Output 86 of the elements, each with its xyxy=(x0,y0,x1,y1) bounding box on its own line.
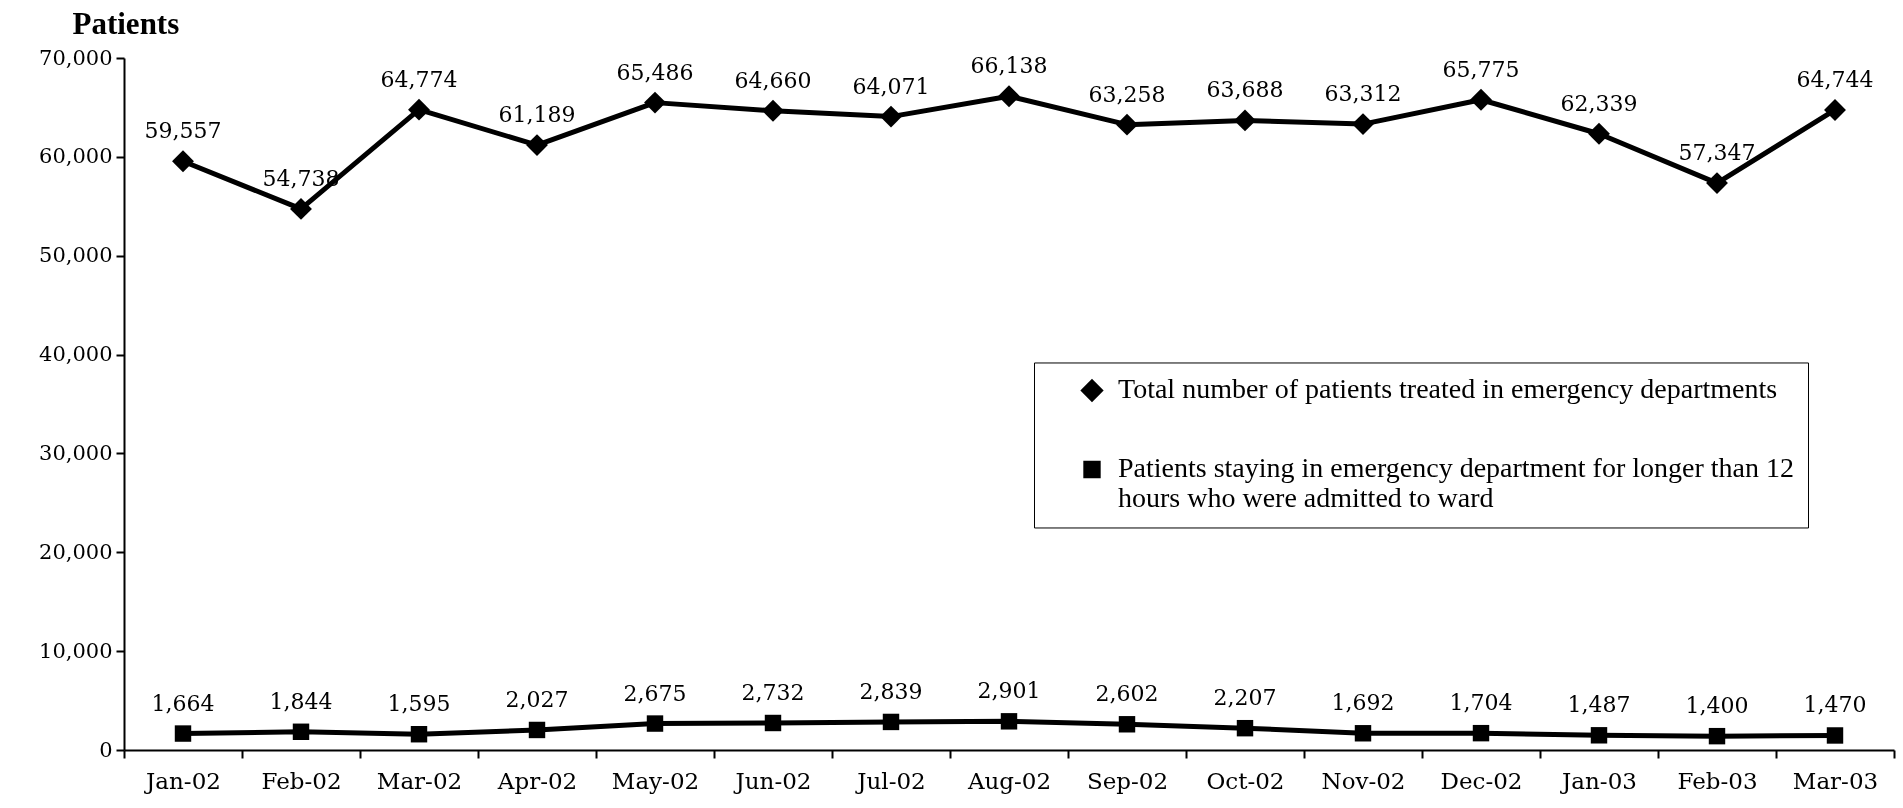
data-label: 62,339 xyxy=(1560,90,1638,116)
x-tick-label: Jan-03 xyxy=(1560,767,1637,794)
point xyxy=(1826,727,1844,744)
data-label: 2,602 xyxy=(1095,681,1159,707)
y-tick-label: 70,000 xyxy=(39,45,113,70)
point xyxy=(1470,88,1492,111)
data-label: 59,557 xyxy=(144,118,222,144)
data-label: 1,704 xyxy=(1449,690,1513,716)
point xyxy=(1708,727,1726,745)
data-label: 2,207 xyxy=(1213,685,1277,711)
x-tick-label: Jan-02 xyxy=(144,767,221,794)
data-label: 54,738 xyxy=(262,165,340,191)
point xyxy=(1706,172,1728,195)
point xyxy=(292,723,310,740)
data-label: 64,744 xyxy=(1796,66,1874,92)
x-tick-label: May-02 xyxy=(611,767,700,794)
data-label: 1,844 xyxy=(269,688,333,714)
point xyxy=(644,91,666,114)
point xyxy=(1234,109,1256,132)
data-label: 1,664 xyxy=(151,690,215,716)
y-tick-label: 40,000 xyxy=(39,342,113,367)
point xyxy=(172,150,194,173)
point xyxy=(1472,724,1490,742)
y-tick-label: 0 xyxy=(99,737,113,762)
point xyxy=(762,99,784,122)
x-tick-label: Feb-02 xyxy=(261,767,342,794)
data-label: 2,839 xyxy=(859,678,923,704)
y-axis-title: Patients xyxy=(72,5,180,41)
point xyxy=(410,726,428,743)
data-label: 1,595 xyxy=(387,691,451,717)
x-tick-label: Feb-03 xyxy=(1677,767,1758,794)
y-tick-label: 30,000 xyxy=(39,440,113,465)
point xyxy=(290,197,312,220)
data-label: 64,071 xyxy=(852,73,930,99)
data-label: 65,486 xyxy=(616,59,694,85)
point xyxy=(1354,725,1372,742)
data-label: 2,027 xyxy=(505,686,569,712)
x-tick-label: Aug-02 xyxy=(966,767,1052,794)
data-label: 65,775 xyxy=(1442,56,1520,82)
y-tick-label: 10,000 xyxy=(39,638,113,663)
point xyxy=(880,105,902,128)
point xyxy=(1116,113,1138,136)
data-label: 63,688 xyxy=(1206,77,1284,103)
point xyxy=(1236,719,1254,737)
x-tick-label: Oct-02 xyxy=(1206,767,1285,794)
data-label: 66,138 xyxy=(970,53,1048,79)
x-tick-label: Dec-02 xyxy=(1440,767,1523,794)
point xyxy=(408,98,430,121)
x-tick-label: Jul-02 xyxy=(855,767,926,794)
x-tick-label: Mar-03 xyxy=(1792,767,1879,794)
point xyxy=(646,715,664,732)
point xyxy=(174,725,192,742)
data-label: 1,692 xyxy=(1331,690,1395,716)
point xyxy=(764,714,782,732)
legend-label: Total number of patients treated in emergency departments xyxy=(1118,373,1778,405)
y-tick-label: 50,000 xyxy=(39,243,113,268)
x-tick-label: Mar-02 xyxy=(376,767,463,794)
x-tick-label: Sep-02 xyxy=(1086,767,1169,794)
data-label: 57,347 xyxy=(1678,140,1756,166)
point xyxy=(526,134,548,157)
legend-label: Patients staying in emergency department for longer than 12 hours who were admitted to ward xyxy=(1118,452,1794,514)
x-tick-label: Apr-02 xyxy=(496,767,578,794)
y-tick-label: 20,000 xyxy=(39,539,113,564)
point xyxy=(1588,122,1610,145)
data-label: 2,732 xyxy=(741,679,805,705)
x-tick-label: Jun-02 xyxy=(733,767,812,794)
data-label: 2,675 xyxy=(623,680,687,706)
point xyxy=(1824,99,1846,121)
data-label: 1,470 xyxy=(1803,692,1867,718)
point xyxy=(1000,713,1018,730)
point xyxy=(882,713,900,731)
data-label: 63,258 xyxy=(1088,81,1166,107)
point xyxy=(1352,113,1374,136)
data-label: 1,487 xyxy=(1567,692,1631,718)
data-label: 63,312 xyxy=(1324,81,1402,107)
point xyxy=(1590,727,1608,744)
data-label: 2,901 xyxy=(977,678,1041,704)
data-label: 61,189 xyxy=(498,102,576,128)
point xyxy=(528,721,546,739)
y-tick-label: 60,000 xyxy=(39,144,113,169)
x-tick-label: Nov-02 xyxy=(1321,767,1406,794)
data-label: 64,774 xyxy=(380,66,458,92)
data-label: 1,400 xyxy=(1685,693,1749,719)
data-label: 64,660 xyxy=(734,67,812,93)
point xyxy=(998,85,1020,108)
point xyxy=(1118,716,1136,733)
